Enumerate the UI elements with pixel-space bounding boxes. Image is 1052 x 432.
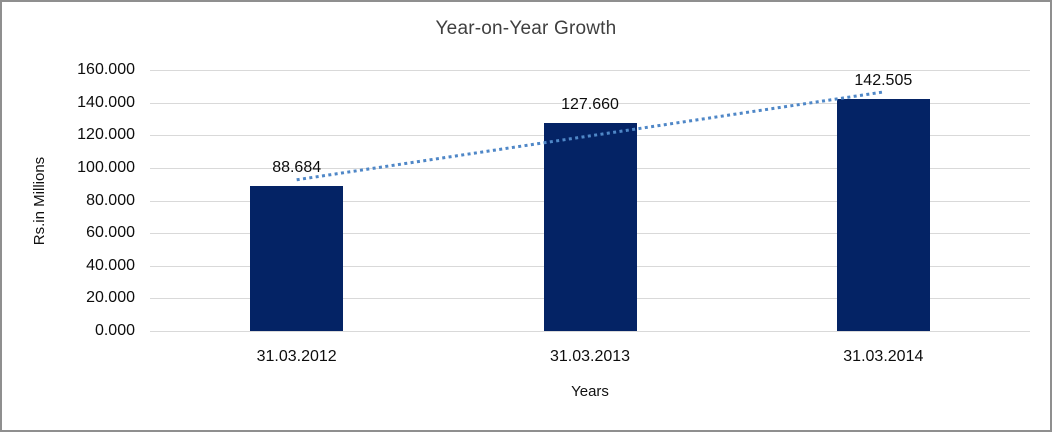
bar-31.03.2014 <box>836 98 930 331</box>
x-category-label: 31.03.2014 <box>843 348 924 365</box>
data-label: 127.660 <box>561 95 619 113</box>
data-label: 142.505 <box>854 71 913 89</box>
y-tick-label: 140.000 <box>77 93 135 111</box>
y-tick-label: 100.000 <box>77 158 135 176</box>
gridline <box>150 331 1030 332</box>
y-tick-label: 80.000 <box>86 191 135 209</box>
bar-31.03.2012 <box>250 186 344 331</box>
y-tick-label: 120.000 <box>77 126 135 144</box>
data-label: 88.684 <box>272 159 322 177</box>
y-tick-label: 0.000 <box>94 322 135 339</box>
chart-title: Year-on-Year Growth <box>435 18 617 39</box>
y-tick-label: 20.000 <box>86 289 135 307</box>
x-category-label: 31.03.2013 <box>549 348 631 365</box>
y-tick-label: 60.000 <box>86 224 135 242</box>
gridline <box>150 70 1030 71</box>
bar-31.03.2013 <box>543 122 637 331</box>
x-axis-title: Years <box>571 383 609 400</box>
y-tick-label: 160.000 <box>77 61 135 78</box>
y-tick-label: 40.000 <box>86 256 135 274</box>
x-category-label: 31.03.2012 <box>256 348 337 365</box>
